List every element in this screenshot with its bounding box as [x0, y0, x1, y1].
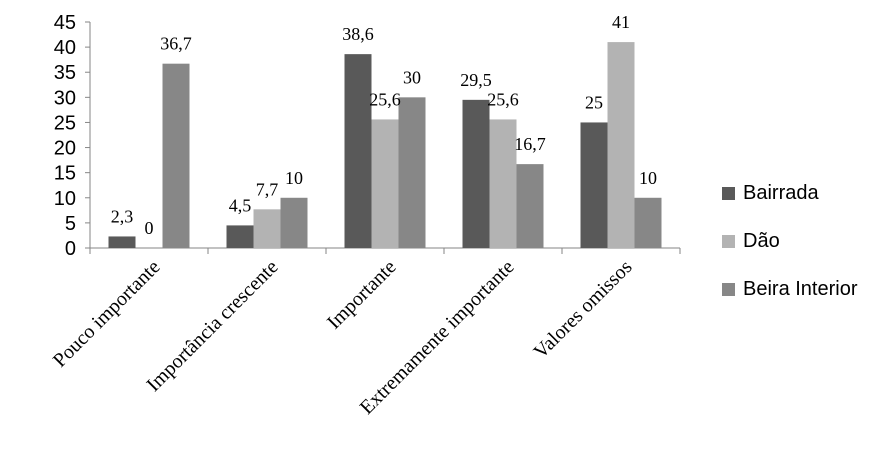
data-label: 0 [145, 218, 154, 238]
bar-dão [371, 119, 399, 248]
data-label: 16,7 [514, 134, 546, 154]
y-tick-label: 5 [65, 213, 76, 235]
data-label: 30 [403, 67, 421, 87]
legend-label: Bairrada [743, 182, 819, 204]
data-label: 10 [285, 168, 303, 188]
legend: Bairrada Dão Beira Interior [722, 182, 858, 300]
x-tick-label: Pouco importante [49, 256, 165, 372]
bar-bairrada [580, 122, 608, 248]
legend-label: Dão [743, 230, 780, 252]
legend-swatch [722, 283, 735, 296]
data-label: 7,7 [256, 179, 279, 199]
legend-label: Beira Interior [743, 278, 858, 300]
x-tick-label: Importância crescente [143, 256, 283, 396]
y-tick-label: 40 [54, 37, 76, 59]
data-label: 25 [585, 92, 603, 112]
legend-swatch [722, 187, 735, 200]
bar-dão [607, 42, 635, 248]
data-label: 4,5 [229, 195, 252, 215]
data-label: 38,6 [342, 24, 374, 44]
y-tick-label: 0 [65, 238, 76, 260]
x-tick-label: Valores omissos [529, 256, 636, 363]
bars [108, 42, 662, 248]
data-label: 29,5 [460, 70, 492, 90]
bar-bairrada [462, 99, 490, 248]
x-tick-label: Importante [323, 256, 401, 334]
y-tick-label: 20 [54, 138, 76, 160]
y-tick-label: 10 [54, 188, 76, 210]
legend-swatch [722, 235, 735, 248]
y-tick-label: 15 [54, 163, 76, 185]
y-tick-label: 25 [54, 112, 76, 134]
data-label: 25,6 [487, 89, 519, 109]
bar-beira-interior [280, 197, 308, 248]
data-label: 25,6 [369, 89, 401, 109]
bar-dão [253, 209, 281, 248]
data-label: 41 [612, 12, 630, 32]
bar-beira-interior [634, 197, 662, 248]
bar-dão [489, 119, 517, 248]
bar-bairrada [344, 54, 372, 248]
bar-bairrada [226, 225, 254, 248]
bar-bairrada [108, 236, 136, 248]
y-tick-label: 35 [54, 62, 76, 84]
data-label: 36,7 [160, 34, 192, 54]
data-label: 10 [639, 168, 657, 188]
bar-beira-interior [398, 97, 426, 248]
bar-beira-interior [516, 164, 544, 248]
bar-beira-interior [162, 63, 190, 248]
y-tick-label: 30 [54, 87, 76, 109]
data-label: 2,3 [111, 206, 134, 226]
axes: 0 5 10 15 20 25 30 35 40 45 [54, 12, 681, 260]
y-tick-label: 45 [54, 12, 76, 34]
